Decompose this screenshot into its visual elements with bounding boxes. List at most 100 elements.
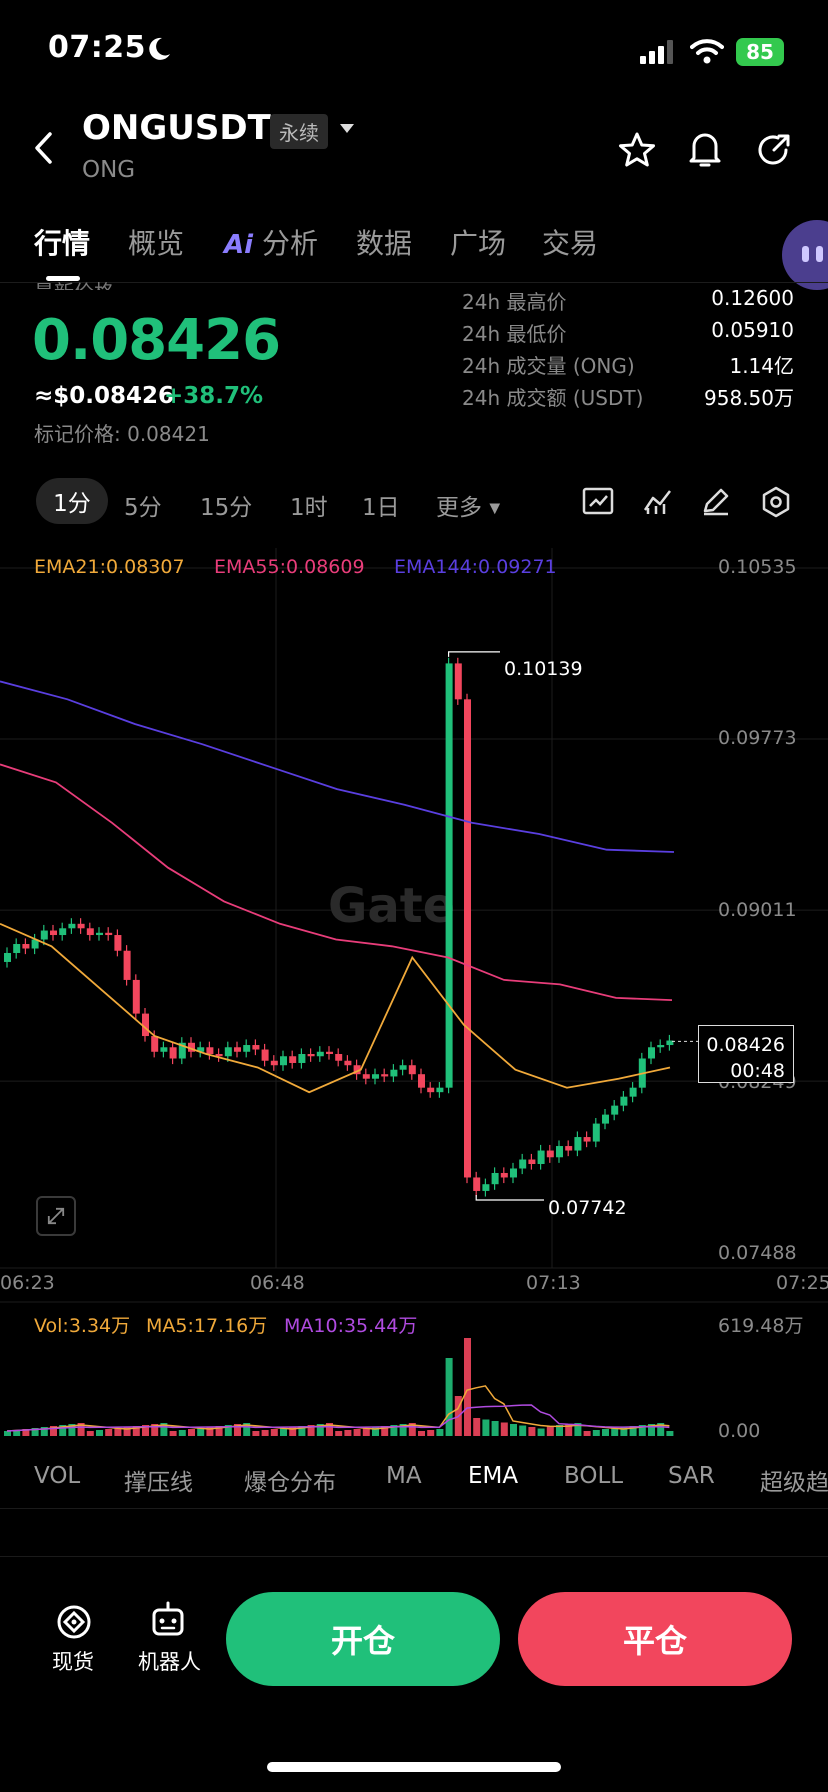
y-tick: 0.07488 xyxy=(718,1242,797,1264)
interval-more[interactable]: 更多 ▼ xyxy=(436,488,500,522)
candle xyxy=(96,932,103,936)
indicator-sar[interactable]: SAR xyxy=(668,1463,715,1489)
volume-bar xyxy=(519,1425,527,1436)
vol-legend: Vol:3.34万 xyxy=(34,1315,131,1337)
candle xyxy=(335,1054,343,1061)
x-tick: 07:13 xyxy=(526,1272,581,1294)
ema-line-ema55 xyxy=(0,763,673,1001)
volume-bar xyxy=(528,1427,536,1436)
open-position-button[interactable]: 开仓 xyxy=(226,1592,500,1686)
bell-icon[interactable] xyxy=(688,130,722,168)
high-leader xyxy=(448,651,500,657)
interval-1m[interactable]: 1分 xyxy=(36,478,108,524)
volume-bar xyxy=(215,1426,223,1436)
candle xyxy=(298,1054,306,1063)
tab-overview[interactable]: 概览 xyxy=(128,227,185,260)
bot-label[interactable]: 机器人 xyxy=(138,1650,201,1674)
robot-icon[interactable] xyxy=(148,1600,188,1640)
candle xyxy=(13,944,21,953)
stat-label-volume: 24h 成交量 (ONG) xyxy=(462,354,635,378)
volume-bar xyxy=(151,1424,159,1436)
candle xyxy=(629,1087,637,1097)
volume-bar xyxy=(77,1423,85,1436)
candle xyxy=(445,663,453,1088)
volume-bar xyxy=(592,1430,600,1436)
indicator-icon[interactable] xyxy=(642,486,674,516)
volume-bar xyxy=(4,1431,11,1436)
candle xyxy=(206,1047,214,1055)
status-time: 07:25 xyxy=(48,30,146,65)
volume-bar xyxy=(197,1428,205,1436)
candlestick-chart[interactable]: Gate xyxy=(0,544,828,1444)
volume-bar xyxy=(206,1427,214,1436)
vol-max-tick: 619.48万 xyxy=(718,1315,804,1337)
caret-down-icon: ▼ xyxy=(489,500,501,517)
contract-tag[interactable]: 永续 xyxy=(270,114,328,149)
indicator-vol[interactable]: VOL xyxy=(34,1463,81,1489)
chevron-down-icon[interactable] xyxy=(340,124,354,133)
candle xyxy=(252,1045,260,1050)
volume-bar xyxy=(445,1358,453,1436)
volume-bar xyxy=(261,1430,269,1436)
tab-analysis[interactable]: Ai 分析 xyxy=(224,222,318,262)
candle xyxy=(261,1049,269,1061)
settings-icon[interactable] xyxy=(760,486,792,518)
pair-title[interactable]: ONGUSDT xyxy=(82,108,271,148)
candle xyxy=(510,1168,517,1178)
tab-square[interactable]: 广场 xyxy=(450,227,507,260)
floating-assistant-button[interactable] xyxy=(782,220,828,290)
base-asset: ONG xyxy=(82,157,136,183)
last-price-marker: 0.08426 00:48 xyxy=(698,1025,794,1083)
volume-bar xyxy=(657,1423,665,1436)
volume-bar xyxy=(381,1426,389,1436)
share-icon[interactable] xyxy=(756,132,792,168)
candle xyxy=(50,930,57,936)
tab-market[interactable]: 行情 xyxy=(34,227,91,260)
change-percent: +38.7% xyxy=(164,383,264,409)
spot-label[interactable]: 现货 xyxy=(52,1650,94,1674)
candle xyxy=(234,1047,241,1052)
indicator-supertrend[interactable]: 超级趋 xyxy=(760,1470,828,1496)
volume-bar xyxy=(96,1430,103,1436)
indicator-support-resistance[interactable]: 撑压线 xyxy=(124,1470,193,1496)
candle xyxy=(546,1150,554,1158)
indicator-liquidation[interactable]: 爆仓分布 xyxy=(244,1470,336,1496)
volume-bar xyxy=(482,1419,490,1436)
volume-bar xyxy=(574,1423,582,1436)
stat-value-low: 0.05910 xyxy=(711,318,794,342)
stat-value-turnover: 958.50万 xyxy=(704,386,794,410)
chart-type-icon[interactable] xyxy=(582,486,614,516)
ai-icon: Ai xyxy=(224,230,254,260)
indicator-ma[interactable]: MA xyxy=(386,1463,422,1489)
indicator-boll[interactable]: BOLL xyxy=(564,1463,624,1489)
candle xyxy=(611,1105,619,1115)
tab-trade[interactable]: 交易 xyxy=(542,227,599,260)
interval-15m[interactable]: 15分 xyxy=(200,495,253,521)
y-tick: 0.09011 xyxy=(718,899,797,921)
candle xyxy=(620,1096,628,1106)
candle xyxy=(280,1056,287,1066)
tab-data[interactable]: 数据 xyxy=(356,227,413,260)
candle xyxy=(519,1159,527,1169)
volume-bars xyxy=(4,1338,674,1436)
interval-1d[interactable]: 1日 xyxy=(362,495,400,521)
draw-pencil-icon[interactable] xyxy=(700,486,732,516)
candle xyxy=(381,1074,389,1077)
close-position-button[interactable]: 平仓 xyxy=(518,1592,792,1686)
back-arrow-icon[interactable] xyxy=(32,130,56,166)
volume-bar xyxy=(59,1425,67,1436)
volume-bar xyxy=(142,1425,149,1436)
candle xyxy=(105,932,113,936)
volume-bar xyxy=(473,1418,481,1436)
volume-bar xyxy=(224,1425,232,1436)
indicator-ema[interactable]: EMA xyxy=(468,1463,519,1489)
candle xyxy=(4,952,11,962)
ema21-legend: EMA21:0.08307 xyxy=(34,556,185,578)
spot-icon[interactable] xyxy=(54,1602,94,1642)
fullscreen-icon[interactable] xyxy=(36,1196,76,1236)
interval-5m[interactable]: 5分 xyxy=(124,495,162,521)
interval-1h[interactable]: 1时 xyxy=(290,495,328,521)
star-icon[interactable] xyxy=(618,132,656,168)
volume-bar xyxy=(31,1428,39,1436)
candle xyxy=(123,950,131,980)
